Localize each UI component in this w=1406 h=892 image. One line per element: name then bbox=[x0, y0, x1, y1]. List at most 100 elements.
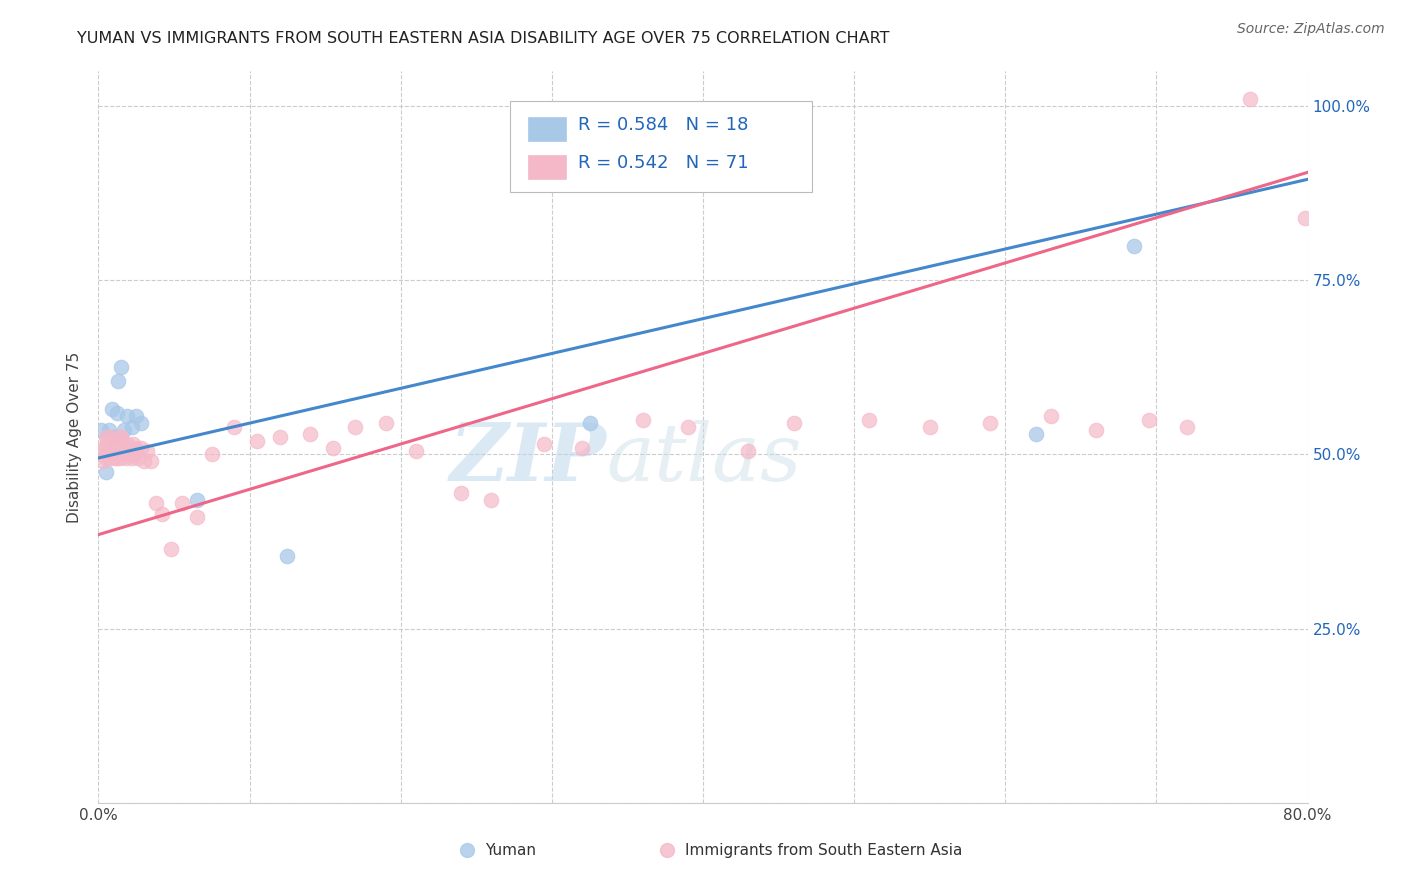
Text: Source: ZipAtlas.com: Source: ZipAtlas.com bbox=[1237, 22, 1385, 37]
Point bbox=[1085, 423, 1108, 437]
Text: R = 0.584   N = 18: R = 0.584 N = 18 bbox=[578, 116, 749, 134]
Point bbox=[1294, 211, 1316, 225]
Point bbox=[91, 454, 114, 468]
Point bbox=[112, 441, 135, 455]
Point bbox=[1122, 238, 1144, 252]
Point bbox=[105, 450, 128, 465]
Point bbox=[122, 437, 145, 451]
Point bbox=[631, 412, 654, 426]
Point bbox=[150, 507, 173, 521]
Text: YUMAN VS IMMIGRANTS FROM SOUTH EASTERN ASIA DISABILITY AGE OVER 75 CORRELATION C: YUMAN VS IMMIGRANTS FROM SOUTH EASTERN A… bbox=[77, 31, 890, 46]
Point bbox=[1175, 419, 1198, 434]
Point bbox=[110, 360, 132, 375]
Text: ZIP: ZIP bbox=[450, 420, 606, 498]
Point bbox=[125, 441, 148, 455]
Point bbox=[98, 437, 121, 451]
Point bbox=[129, 416, 152, 430]
Point bbox=[127, 450, 149, 465]
Point bbox=[94, 465, 117, 479]
Point bbox=[344, 419, 367, 434]
Point bbox=[299, 426, 322, 441]
Y-axis label: Disability Age Over 75: Disability Age Over 75 bbox=[67, 351, 83, 523]
Point bbox=[160, 541, 183, 556]
Point bbox=[170, 496, 193, 510]
FancyBboxPatch shape bbox=[527, 118, 567, 141]
Point bbox=[1039, 409, 1062, 424]
Point bbox=[93, 441, 115, 455]
Point bbox=[94, 430, 117, 444]
Point bbox=[120, 441, 142, 455]
Point bbox=[132, 454, 155, 468]
Point bbox=[186, 510, 208, 524]
Point bbox=[107, 375, 129, 389]
Text: Immigrants from South Eastern Asia: Immigrants from South Eastern Asia bbox=[685, 843, 962, 858]
Point bbox=[201, 448, 224, 462]
Point bbox=[107, 434, 129, 448]
FancyBboxPatch shape bbox=[527, 155, 567, 179]
Point bbox=[125, 409, 148, 424]
Point bbox=[105, 437, 128, 451]
Point bbox=[115, 409, 138, 424]
Point bbox=[571, 441, 593, 455]
FancyBboxPatch shape bbox=[509, 101, 811, 192]
Point bbox=[548, 841, 571, 855]
Point bbox=[737, 444, 759, 458]
Point bbox=[797, 841, 820, 855]
Point bbox=[124, 448, 146, 462]
Point bbox=[105, 406, 128, 420]
Point bbox=[979, 416, 1001, 430]
Point bbox=[322, 441, 344, 455]
Point bbox=[121, 450, 143, 465]
Point bbox=[405, 444, 427, 458]
Point bbox=[101, 437, 124, 451]
Point bbox=[98, 450, 121, 465]
Point bbox=[100, 430, 122, 444]
Point bbox=[101, 448, 124, 462]
Point bbox=[98, 423, 121, 437]
Point bbox=[1239, 92, 1261, 106]
Point bbox=[111, 448, 134, 462]
Point bbox=[783, 416, 806, 430]
Point bbox=[269, 430, 291, 444]
Text: atlas: atlas bbox=[606, 420, 801, 498]
Point bbox=[104, 444, 127, 458]
Text: Yuman: Yuman bbox=[485, 843, 536, 858]
Point bbox=[676, 419, 699, 434]
Point bbox=[90, 444, 112, 458]
Point bbox=[112, 423, 135, 437]
Point bbox=[96, 434, 118, 448]
Point bbox=[104, 434, 127, 448]
Point bbox=[110, 430, 132, 444]
Point bbox=[186, 492, 208, 507]
Point bbox=[108, 450, 131, 465]
Point bbox=[858, 412, 880, 426]
Point bbox=[141, 454, 163, 468]
Point bbox=[246, 434, 269, 448]
Point bbox=[118, 448, 141, 462]
Text: R = 0.542   N = 71: R = 0.542 N = 71 bbox=[578, 153, 749, 172]
Point bbox=[107, 444, 129, 458]
Point bbox=[114, 450, 136, 465]
Point bbox=[1137, 412, 1160, 426]
Point bbox=[481, 492, 503, 507]
Point bbox=[145, 496, 167, 510]
Point bbox=[121, 419, 143, 434]
Point bbox=[1024, 426, 1046, 441]
Point bbox=[374, 416, 396, 430]
Point bbox=[450, 485, 472, 500]
Point bbox=[135, 444, 157, 458]
Point bbox=[108, 430, 131, 444]
Point bbox=[276, 549, 298, 563]
Point bbox=[918, 419, 941, 434]
Point bbox=[103, 430, 125, 444]
Point bbox=[533, 437, 555, 451]
Point bbox=[90, 423, 112, 437]
Point bbox=[94, 450, 117, 465]
Point bbox=[578, 416, 600, 430]
Point bbox=[103, 450, 125, 465]
Point bbox=[110, 441, 132, 455]
Point bbox=[101, 402, 124, 417]
Point bbox=[96, 444, 118, 458]
Point bbox=[103, 434, 125, 448]
Point bbox=[115, 437, 138, 451]
